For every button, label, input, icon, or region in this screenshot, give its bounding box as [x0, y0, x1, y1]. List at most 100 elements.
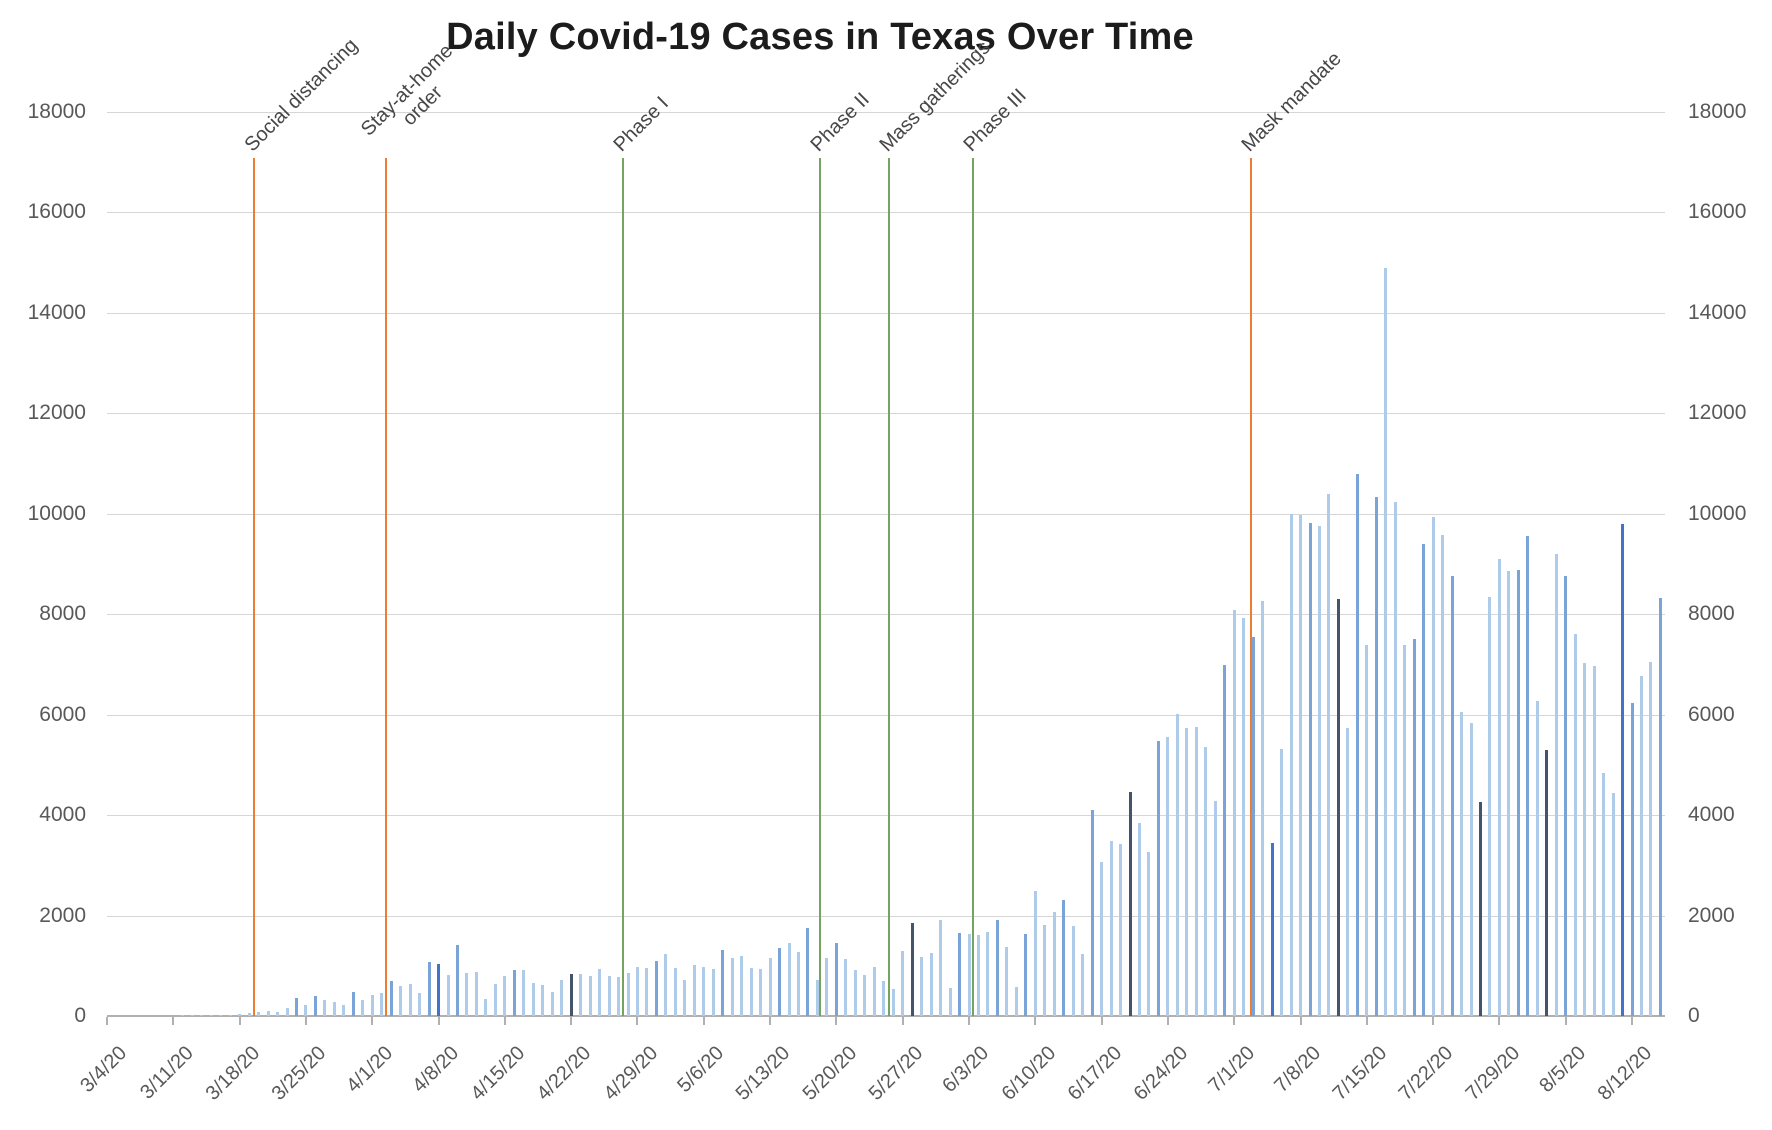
daily-cases-bar [787, 943, 791, 1016]
daily-cases-bar [493, 984, 497, 1016]
daily-cases-bar [1621, 524, 1624, 1016]
gridline-12000 [107, 413, 1665, 415]
daily-cases-bar [1071, 926, 1075, 1016]
daily-cases-bar [626, 973, 630, 1016]
y-axis-label-left-12000: 12000 [27, 401, 86, 425]
daily-cases-bar [1640, 676, 1643, 1016]
x-axis-label: 3/4/20 [76, 1042, 132, 1097]
gridline-4000 [107, 815, 1665, 817]
daily-cases-bar [408, 984, 412, 1016]
daily-cases-bar [361, 1000, 365, 1016]
x-axis-tick [1564, 1017, 1567, 1025]
daily-cases-bar [257, 1012, 261, 1016]
event-line-mask-mandate [1250, 158, 1253, 1016]
daily-cases-bar [1630, 703, 1634, 1016]
daily-cases-bar [1100, 862, 1104, 1016]
daily-cases-bar [863, 975, 867, 1016]
daily-cases-bar [209, 1015, 213, 1016]
daily-cases-bar [778, 948, 781, 1016]
x-axis-label: 8/12/20 [1593, 1042, 1657, 1105]
daily-cases-bar [1223, 665, 1227, 1016]
daily-cases-bar [399, 986, 403, 1016]
daily-cases-bar [276, 1012, 279, 1016]
daily-cases-bar [1194, 727, 1198, 1016]
x-axis-tick [304, 1017, 307, 1025]
daily-cases-bar [683, 980, 687, 1016]
daily-cases-bar [721, 950, 725, 1016]
x-axis-tick [172, 1017, 175, 1025]
daily-cases-bar [228, 1015, 232, 1016]
x-axis-tick [1233, 1017, 1236, 1025]
daily-cases-bar [598, 969, 601, 1016]
x-axis-tick [1432, 1017, 1435, 1025]
daily-cases-bar [1299, 515, 1302, 1016]
x-axis-tick [702, 1017, 705, 1025]
daily-cases-bar [1488, 597, 1492, 1016]
daily-cases-bar [200, 1015, 204, 1016]
daily-cases-bar [1602, 773, 1606, 1016]
x-axis-tick [769, 1017, 771, 1025]
daily-cases-bar [541, 985, 545, 1016]
chart-title: Daily Covid-19 Cases in Texas Over Time [446, 16, 1194, 58]
x-axis-label: 4/22/20 [532, 1042, 596, 1105]
daily-cases-bar [569, 974, 573, 1016]
daily-cases-bar [1119, 844, 1122, 1016]
y-axis-label-left-16000: 16000 [27, 200, 86, 224]
daily-cases-bar [910, 923, 914, 1016]
daily-cases-bar [1261, 601, 1265, 1016]
x-axis-label: 7/8/20 [1270, 1042, 1326, 1097]
daily-cases-bar [844, 959, 848, 1016]
daily-cases-bar [1005, 947, 1009, 1016]
daily-cases-bar [380, 993, 384, 1016]
daily-cases-bar [815, 980, 819, 1016]
daily-cases-bar [1355, 474, 1359, 1016]
daily-cases-bar [1403, 645, 1407, 1016]
x-axis-label: 8/5/20 [1535, 1042, 1591, 1097]
daily-cases-bar [1611, 793, 1615, 1016]
daily-cases-bar [456, 945, 459, 1016]
x-axis-tick [1100, 1017, 1103, 1025]
daily-cases-bar [692, 965, 696, 1016]
daily-cases-bar [1024, 934, 1028, 1016]
daily-cases-bar [238, 1014, 242, 1016]
y-axis-label-right-0: 0 [1688, 1004, 1700, 1027]
gridline-18000 [107, 112, 1665, 113]
event-line-phase-i [622, 158, 625, 1016]
x-axis-tick [371, 1017, 374, 1025]
daily-cases-bar [1109, 841, 1113, 1016]
daily-cases-bar [1592, 666, 1596, 1016]
daily-cases-bar [1422, 544, 1426, 1016]
gridline-2000 [107, 915, 1665, 917]
daily-cases-bar [1090, 810, 1094, 1016]
x-axis-label: 3/25/20 [267, 1042, 331, 1105]
daily-cases-bar [702, 967, 706, 1016]
daily-cases-bar [1232, 610, 1236, 1016]
daily-cases-bar [1033, 891, 1037, 1016]
daily-cases-bar [332, 1002, 336, 1016]
daily-cases-bar [797, 952, 800, 1016]
x-axis-label: 4/1/20 [341, 1042, 397, 1097]
x-axis-tick [1299, 1017, 1302, 1025]
daily-cases-bar [967, 934, 971, 1016]
daily-cases-bar [1497, 559, 1501, 1016]
daily-cases-bar [872, 967, 876, 1016]
daily-cases-bar [1156, 741, 1160, 1016]
daily-cases-bar [266, 1011, 270, 1016]
x-axis-label: 7/22/20 [1394, 1042, 1458, 1105]
gridline-14000 [107, 312, 1665, 314]
daily-cases-bar [437, 964, 440, 1016]
daily-cases-bar [986, 932, 990, 1016]
daily-cases-bar [664, 954, 668, 1016]
daily-cases-bar [1043, 925, 1047, 1016]
event-label-phase-i: Phase I [609, 92, 674, 156]
y-axis-label-right-14000: 14000 [1688, 300, 1747, 324]
y-axis-label-left-0: 0 [74, 1004, 86, 1027]
daily-cases-bar [939, 920, 942, 1016]
y-axis-label-right-12000: 12000 [1688, 401, 1747, 425]
x-axis-label: 4/15/20 [466, 1042, 530, 1105]
daily-cases-bar [1204, 747, 1208, 1016]
x-axis-tick [835, 1017, 838, 1025]
gridline-8000 [107, 614, 1665, 616]
event-line-mass-gatherings [888, 158, 891, 1016]
daily-cases-bar [1535, 701, 1539, 1016]
